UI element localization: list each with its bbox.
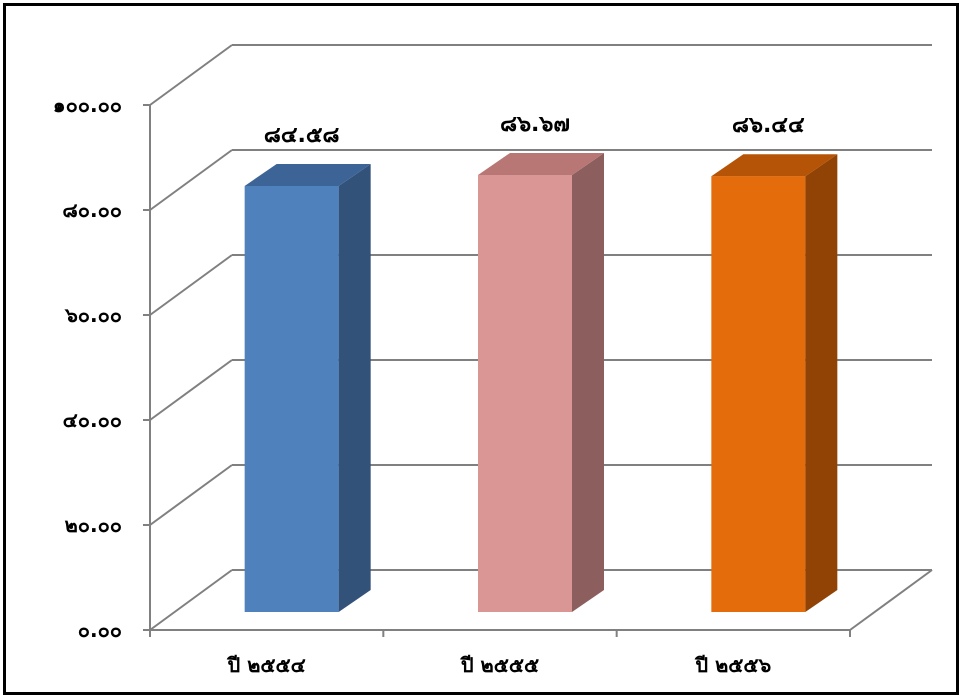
y-tick-label-4: ๘๐.๐๐	[62, 198, 122, 222]
y-tick-label-2: ๔๐.๐๐	[63, 408, 122, 432]
bar-front-2	[711, 176, 806, 612]
data-label-0: ๘๔.๕๘	[264, 123, 340, 148]
y-tick-label-0: ๐.๐๐	[78, 618, 122, 642]
side-gridline-5	[149, 44, 233, 106]
bar-side-2	[805, 154, 838, 612]
data-label-2: ๘๖.๔๔	[732, 113, 805, 138]
x-tick-label-1: ปี ๒๕๕๕	[460, 653, 540, 677]
floor-right-edge	[849, 569, 933, 631]
side-gridline-4	[149, 149, 233, 211]
x-tick-label-2: ปี ๒๕๕๖	[694, 653, 771, 677]
side-gridline-3	[149, 254, 233, 316]
data-label-1: ๘๖.๖๗	[500, 112, 570, 137]
y-tick-label-1: ๒๐.๐๐	[65, 513, 122, 537]
bar-front-0	[244, 185, 339, 612]
bar-top-1	[478, 152, 604, 175]
y-tick-label-3: ๖๐.๐๐	[64, 303, 122, 327]
bar-side-1	[572, 152, 604, 613]
bar-top-2	[711, 154, 838, 177]
bar-top-0	[244, 163, 371, 186]
side-gridline-0	[149, 569, 233, 631]
y-tick-label-5: ๑๐๐.๐๐	[53, 93, 122, 117]
side-gridline-1	[149, 464, 233, 526]
bar-side-0	[338, 163, 371, 612]
x-tick-label-0: ปี ๒๕๕๔	[226, 653, 306, 677]
side-gridline-2	[149, 359, 233, 421]
bar-front-1	[478, 174, 572, 613]
